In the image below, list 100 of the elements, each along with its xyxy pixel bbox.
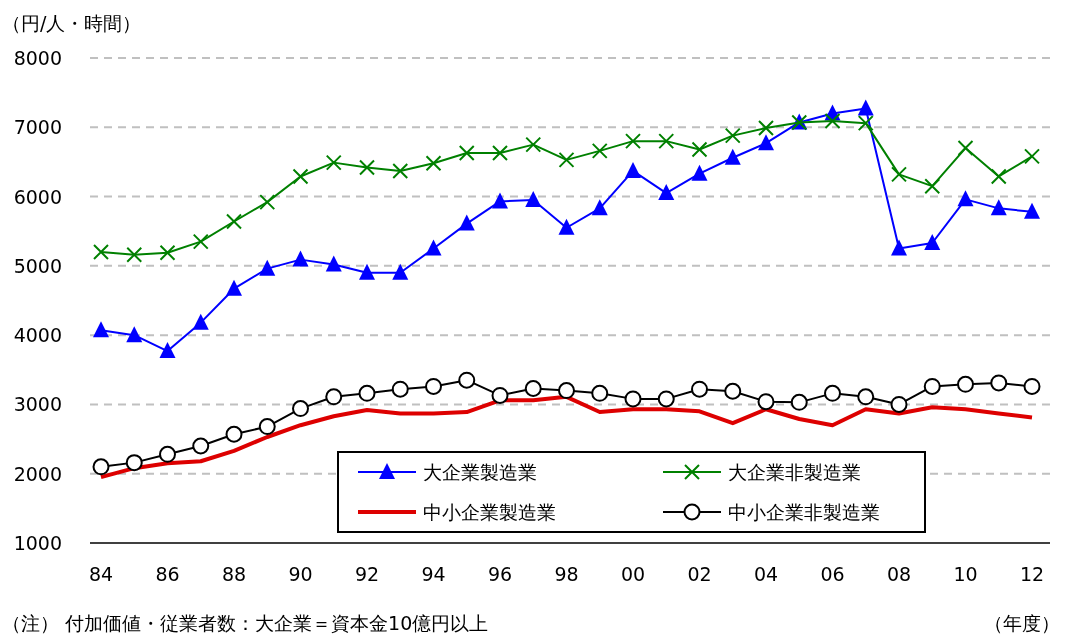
point — [126, 326, 143, 343]
point — [525, 136, 542, 153]
point — [458, 144, 475, 161]
point — [691, 380, 708, 398]
point — [824, 384, 841, 402]
point — [226, 213, 242, 230]
point — [425, 239, 442, 256]
point — [691, 164, 708, 181]
point — [924, 233, 941, 250]
point — [458, 371, 476, 389]
point — [857, 99, 874, 116]
point — [558, 382, 575, 400]
point — [658, 133, 675, 150]
point — [757, 393, 775, 411]
point — [658, 184, 675, 201]
point — [957, 190, 974, 207]
point — [724, 148, 741, 165]
point — [392, 162, 409, 179]
x-tick-label: 90 — [288, 563, 313, 585]
point — [824, 113, 841, 130]
point — [325, 388, 343, 406]
point — [325, 255, 342, 272]
y-axis-title: （円/人・時間） — [2, 12, 142, 34]
x-tick-label: 10 — [953, 563, 978, 585]
x-tick-label: 08 — [886, 563, 912, 585]
point — [857, 115, 874, 132]
point — [957, 140, 974, 157]
point — [724, 382, 742, 400]
point — [292, 400, 309, 418]
point — [325, 154, 342, 171]
y-tick-label: 7000 — [13, 116, 62, 139]
y-tick-label: 4000 — [13, 324, 62, 347]
point — [125, 454, 143, 472]
y-tick-label: 8000 — [13, 47, 62, 69]
point — [691, 141, 708, 158]
point — [924, 178, 941, 195]
y-tick-label: 1000 — [13, 532, 62, 554]
point — [624, 390, 642, 408]
x-tick-label: 92 — [354, 563, 380, 585]
point — [558, 151, 575, 168]
point — [292, 250, 309, 267]
point — [358, 384, 376, 402]
x-tick-label: 98 — [554, 563, 579, 585]
point — [1024, 202, 1040, 219]
point — [425, 155, 442, 172]
point — [1024, 148, 1040, 165]
point — [857, 388, 875, 406]
x-tick-label: 86 — [155, 563, 180, 585]
legend-label: 中小企業非製造業 — [728, 501, 880, 523]
y-tick-label: 5000 — [13, 254, 62, 277]
point — [990, 374, 1008, 392]
point — [891, 239, 907, 256]
point — [259, 194, 276, 211]
point — [159, 244, 176, 261]
point — [92, 458, 110, 476]
point — [591, 384, 609, 402]
point — [990, 168, 1007, 185]
point — [225, 425, 243, 443]
point — [524, 379, 542, 397]
x-tick-label: 84 — [88, 563, 114, 585]
point — [625, 133, 641, 150]
point — [758, 134, 774, 151]
point — [159, 445, 176, 463]
point — [359, 159, 375, 176]
x-tick-label: 88 — [221, 563, 247, 585]
point — [126, 246, 143, 263]
point — [491, 386, 509, 404]
y-tick-label: 3000 — [13, 393, 62, 416]
point — [558, 218, 575, 235]
point — [93, 321, 109, 338]
point — [890, 395, 908, 413]
point — [192, 233, 209, 250]
point — [458, 214, 475, 231]
point — [657, 390, 675, 408]
legend-label: 中小企業製造業 — [423, 501, 556, 523]
x-tick-label: 96 — [487, 563, 513, 585]
point — [1023, 377, 1041, 395]
x-tick-label: 04 — [753, 563, 779, 585]
x-tick-label: 94 — [421, 563, 446, 585]
point — [391, 380, 409, 398]
point — [525, 191, 542, 208]
x-tick-label: 12 — [1019, 563, 1045, 585]
point — [891, 166, 907, 183]
point — [159, 342, 176, 359]
legend-label: 大企業非製造業 — [728, 461, 861, 483]
point — [591, 142, 608, 159]
point — [790, 393, 808, 411]
point — [292, 168, 309, 185]
legend-label: 大企業製造業 — [423, 461, 537, 483]
point — [990, 199, 1007, 216]
point — [923, 377, 941, 395]
y-tick-label: 2000 — [13, 462, 62, 485]
point — [957, 375, 974, 393]
point — [259, 259, 276, 276]
point — [724, 127, 741, 144]
point — [492, 192, 508, 209]
point — [591, 199, 608, 216]
point — [492, 144, 508, 161]
point — [226, 279, 242, 296]
point — [758, 119, 774, 136]
